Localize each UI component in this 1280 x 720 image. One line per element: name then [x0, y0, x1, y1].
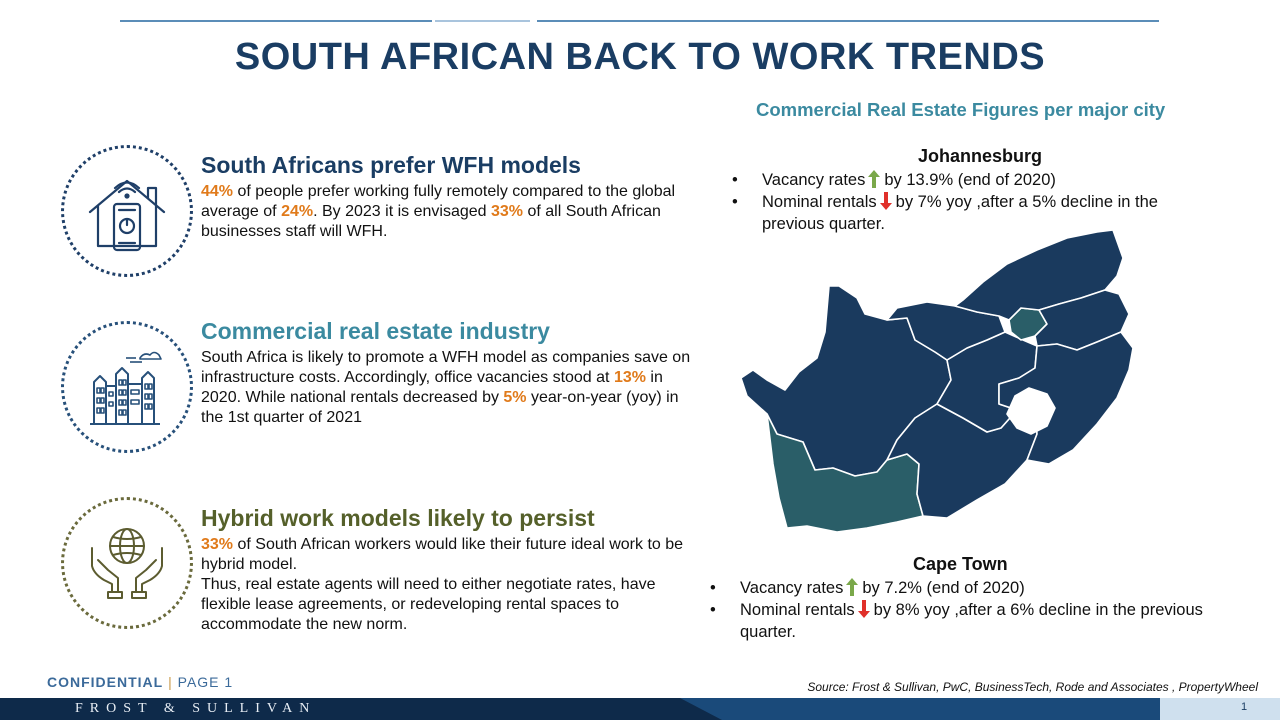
footer-separator: |: [168, 674, 173, 690]
section-heading: South Africans prefer WFH models: [201, 152, 581, 178]
bullet-value: by 13.9% (end of 2020): [884, 171, 1056, 189]
confidential-label: CONFIDENTIAL: [47, 674, 164, 690]
body-text: in 2020. While national rentals decrease…: [201, 369, 663, 406]
bullet-label: Nominal rentals: [740, 601, 855, 619]
highlight-value: 13%: [613, 369, 646, 386]
arrow-up-icon: [868, 170, 881, 188]
top-rule-3: [537, 20, 1159, 22]
footer-bar-accent: [680, 698, 1280, 720]
body-text: of South African workers would like thei…: [201, 536, 684, 633]
page-number: 1: [1241, 701, 1248, 713]
arrow-down-icon: [879, 192, 892, 210]
section-wfh: South Africans prefer WFH models 44% of …: [201, 152, 701, 242]
list-item: Vacancy rates by 13.9% (end of 2020): [732, 169, 1222, 191]
page-title: SOUTH AFRICAN BACK TO WORK TRENDS: [234, 36, 1046, 78]
top-rule-1: [120, 20, 432, 22]
johannesburg-bullets: Vacancy rates by 13.9% (end of 2020) Nomi…: [732, 169, 1222, 235]
body-text: . By 2023 it is envisaged: [313, 203, 491, 220]
page-label: PAGE 1: [177, 674, 234, 690]
arrow-up-icon: [846, 578, 859, 596]
section-hybrid-work: Hybrid work models likely to persist 33%…: [201, 505, 701, 635]
highlight-value: 33%: [201, 536, 234, 553]
footer-confidential: CONFIDENTIAL | PAGE 1: [47, 674, 233, 690]
highlight-value: 44%: [201, 183, 234, 200]
top-rule-2: [435, 20, 530, 22]
highlight-value: 33%: [490, 203, 524, 220]
list-item: Vacancy rates by 7.2% (end of 2020): [710, 577, 1210, 599]
section-body: 44% of people prefer working fully remot…: [201, 182, 701, 242]
section-heading: Hybrid work models likely to persist: [201, 505, 595, 531]
bullet-value: by 8% yoy ,after a 6% decline in the pre…: [740, 601, 1203, 641]
body-text: of all South African businesses staff wi…: [201, 203, 661, 240]
footer-bar-tab: [1160, 698, 1280, 720]
footer-bar: [0, 698, 1280, 720]
highlight-value: 24%: [281, 203, 314, 220]
globe-hands-icon: [61, 497, 193, 629]
south-africa-map: [740, 229, 1134, 533]
city-cape-town: Cape Town: [913, 554, 1008, 574]
body-text: South Africa is likely to promote a WFH …: [201, 349, 691, 386]
highlight-value: 5%: [503, 389, 527, 406]
bullet-label: Vacancy rates: [762, 171, 866, 189]
bullet-label: Nominal rentals: [762, 193, 877, 211]
brand-logo-text: FROST & SULLIVAN: [75, 701, 317, 716]
cape-town-bullets: Vacancy rates by 7.2% (end of 2020) Nomin…: [710, 577, 1210, 643]
cre-title: Commercial Real Estate Figures per major…: [756, 99, 1166, 120]
smart-home-icon: [61, 145, 193, 277]
source-note: Source: Frost & Sullivan, PwC, BusinessT…: [807, 680, 1258, 694]
bullet-label: Vacancy rates: [740, 579, 844, 597]
city-johannesburg: Johannesburg: [918, 146, 1043, 166]
city-buildings-icon: [61, 321, 193, 453]
section-commercial-real-estate: Commercial real estate industry South Af…: [201, 318, 701, 428]
arrow-down-icon: [857, 600, 870, 618]
body-text: year-on-year (yoy) in the 1st quarter of…: [201, 389, 679, 426]
section-body: 33% of South African workers would like …: [201, 535, 701, 635]
bullet-value: by 7% yoy ,after a 5% decline in the pre…: [762, 193, 1158, 233]
bullet-value: by 7.2% (end of 2020): [862, 579, 1025, 597]
section-heading: Commercial real estate industry: [201, 318, 550, 344]
section-body: South Africa is likely to promote a WFH …: [201, 348, 701, 428]
body-text: of people prefer working fully remotely …: [201, 183, 676, 220]
